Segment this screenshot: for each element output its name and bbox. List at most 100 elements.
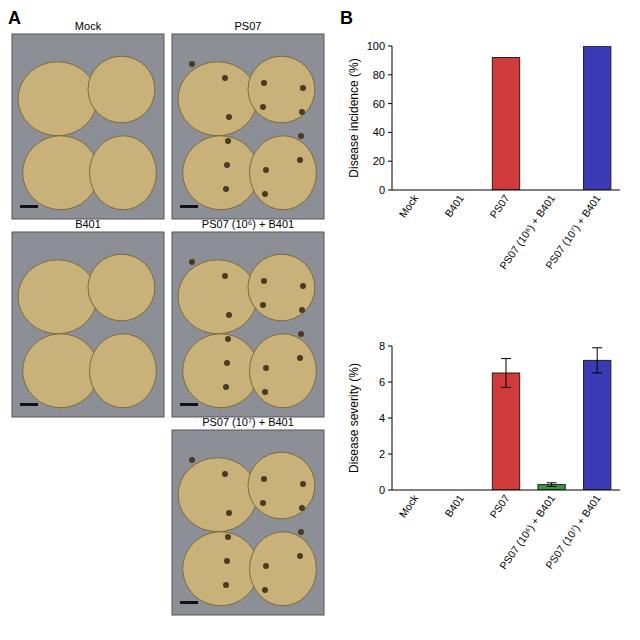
x-tick-label: B401 bbox=[442, 492, 466, 519]
y-tick-label: 100 bbox=[367, 40, 385, 52]
y-tick bbox=[388, 418, 392, 419]
photo-frame bbox=[12, 34, 164, 219]
y-tick bbox=[388, 490, 392, 491]
x-tick-label: PS07 bbox=[487, 192, 512, 220]
photo-label: PS07 bbox=[235, 20, 262, 32]
tuber bbox=[90, 136, 157, 210]
tuber bbox=[178, 260, 257, 334]
y-tick-label: 6 bbox=[379, 376, 385, 388]
background bbox=[0, 0, 640, 640]
y-tick-label: 20 bbox=[373, 155, 385, 167]
photo-panel: PS07 (10⁷) + B401 bbox=[172, 416, 324, 615]
marks bbox=[492, 348, 611, 490]
y-tick bbox=[388, 74, 392, 75]
tuber bbox=[23, 136, 99, 210]
tuber bbox=[90, 334, 157, 408]
tuber bbox=[248, 452, 315, 519]
error-bar bbox=[501, 359, 511, 388]
tuber bbox=[248, 56, 315, 123]
photo-label: PS07 (10⁷) + B401 bbox=[202, 416, 294, 428]
bar-chart: 020406080100Disease incidence (%)MockB40… bbox=[347, 40, 620, 271]
lesion bbox=[226, 510, 232, 516]
tuber bbox=[183, 136, 259, 210]
photo-frame bbox=[172, 232, 324, 417]
error-cap bbox=[592, 373, 602, 374]
x-tick-label: PS07 (10⁷) + B401 bbox=[543, 192, 603, 271]
tuber bbox=[183, 532, 259, 606]
lesion bbox=[297, 157, 303, 163]
lesion bbox=[189, 259, 195, 265]
lesion bbox=[263, 563, 269, 569]
x-tick-label: PS07 bbox=[487, 492, 512, 520]
error-cap bbox=[592, 347, 602, 348]
photo-label: B401 bbox=[75, 218, 101, 230]
lesion bbox=[260, 302, 266, 308]
scale-bar bbox=[180, 403, 198, 406]
lesion bbox=[223, 582, 229, 588]
bar-chart: 02468Disease severity (%)MockB401PS07PS0… bbox=[347, 340, 620, 571]
bar bbox=[492, 58, 519, 190]
lesion bbox=[226, 312, 232, 318]
tuber bbox=[183, 334, 259, 408]
y-tick bbox=[388, 382, 392, 383]
y-tick-label: 4 bbox=[379, 412, 385, 424]
panel-label: A bbox=[8, 8, 21, 28]
y-tick-label: 0 bbox=[379, 184, 385, 196]
y-tick-label: 40 bbox=[373, 126, 385, 138]
photo-label: Mock bbox=[75, 20, 102, 32]
lesion bbox=[299, 307, 305, 313]
lesion bbox=[263, 167, 269, 173]
photo-frame bbox=[172, 34, 324, 219]
error-cap bbox=[501, 387, 511, 388]
tuber bbox=[248, 254, 315, 321]
lesion bbox=[263, 365, 269, 371]
photo-panel: Mock bbox=[12, 20, 164, 219]
lesion bbox=[222, 273, 228, 279]
lesion bbox=[297, 355, 303, 361]
lesion bbox=[300, 283, 306, 289]
y-tick bbox=[388, 161, 392, 162]
tuber bbox=[18, 62, 97, 136]
photo-frame bbox=[172, 430, 324, 615]
scale-bar bbox=[20, 403, 38, 406]
lesion bbox=[298, 133, 304, 139]
bar bbox=[492, 373, 519, 490]
lesion bbox=[222, 75, 228, 81]
lesion bbox=[189, 61, 195, 67]
lesion bbox=[223, 384, 229, 390]
error-bar bbox=[592, 348, 602, 373]
lesion bbox=[224, 360, 230, 366]
error-cap bbox=[501, 358, 511, 359]
lesion bbox=[300, 85, 306, 91]
bar bbox=[584, 360, 611, 490]
tuber bbox=[250, 136, 317, 210]
lesion bbox=[262, 587, 268, 593]
lesion bbox=[261, 80, 267, 86]
y-tick bbox=[388, 190, 392, 191]
lesion bbox=[261, 278, 267, 284]
y-tick-label: 0 bbox=[379, 484, 385, 496]
y-tick bbox=[388, 346, 392, 347]
x-tick-label: B401 bbox=[442, 192, 466, 219]
lesion bbox=[225, 534, 231, 540]
y-tick bbox=[388, 132, 392, 133]
y-tick bbox=[388, 46, 392, 47]
lesion bbox=[298, 331, 304, 337]
y-axis-label: Disease severity (%) bbox=[347, 363, 361, 473]
y-tick-label: 80 bbox=[373, 69, 385, 81]
lesion bbox=[260, 104, 266, 110]
lesion bbox=[225, 336, 231, 342]
y-axis bbox=[392, 46, 393, 190]
lesion bbox=[262, 191, 268, 197]
scale-bar bbox=[180, 601, 198, 604]
marks bbox=[492, 46, 611, 190]
tuber bbox=[23, 334, 99, 408]
lesion bbox=[298, 529, 304, 535]
error-line bbox=[551, 483, 552, 487]
lesion bbox=[299, 505, 305, 511]
lesion bbox=[225, 138, 231, 144]
tuber bbox=[178, 458, 257, 532]
lesion bbox=[262, 389, 268, 395]
lesion bbox=[299, 109, 305, 115]
lesion bbox=[297, 553, 303, 559]
